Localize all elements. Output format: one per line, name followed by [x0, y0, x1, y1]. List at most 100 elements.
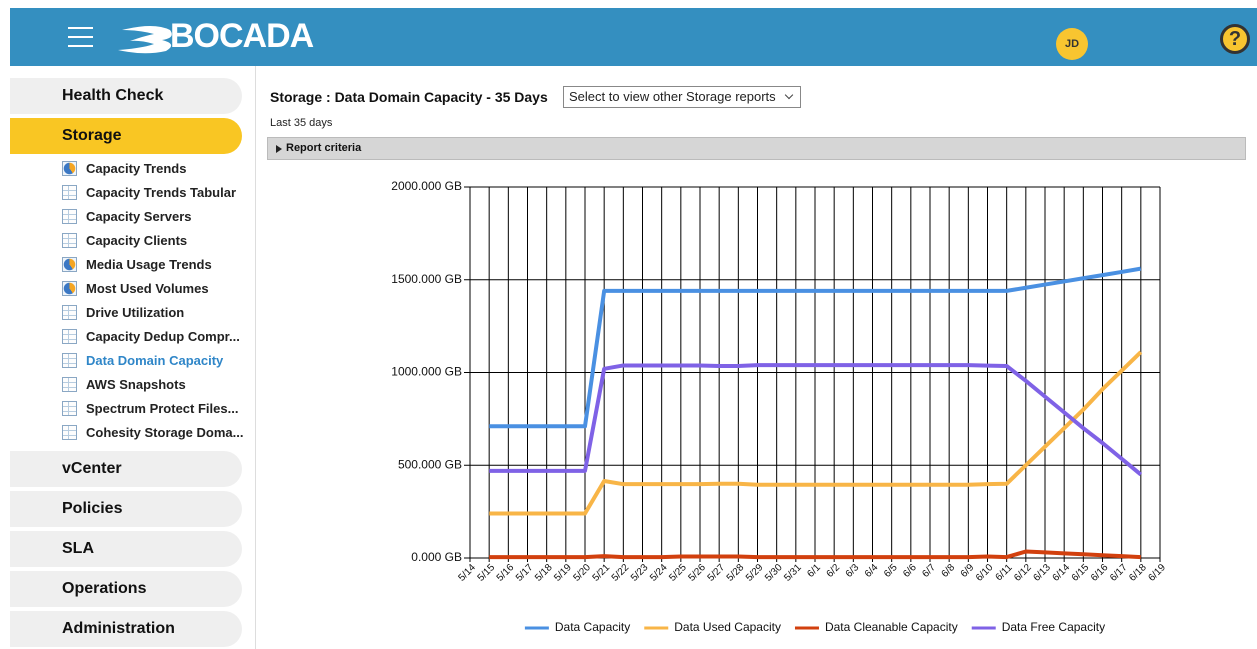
- nav-icon: [62, 185, 77, 200]
- nav-section[interactable]: Policies: [10, 491, 242, 527]
- x-tick-label: 5/25: [667, 562, 689, 584]
- x-tick-label: 5/23: [629, 562, 651, 584]
- x-tick-label: 5/17: [514, 562, 536, 584]
- nav-item[interactable]: Capacity Trends: [62, 157, 186, 181]
- nav-item-label: Capacity Trends Tabular: [86, 185, 237, 200]
- y-tick-label: 1500.000 GB: [391, 272, 462, 286]
- nav-section[interactable]: Health Check: [10, 78, 242, 114]
- x-tick-label: 5/19: [552, 562, 574, 584]
- x-tick-label: 5/27: [706, 562, 728, 584]
- nav-item[interactable]: Data Domain Capacity: [62, 349, 223, 373]
- nav-icon: [62, 209, 77, 224]
- x-tick-label: 6/5: [882, 562, 900, 580]
- nav-icon: [62, 401, 77, 416]
- x-tick-label: 5/28: [725, 562, 747, 584]
- x-tick-label: 5/20: [571, 562, 593, 584]
- x-tick-label: 6/13: [1031, 562, 1053, 584]
- y-tick-label: 500.000 GB: [398, 457, 462, 471]
- user-avatar[interactable]: JD: [1056, 28, 1088, 60]
- sidebar: Health Check Storage Capacity Trends Capaci…: [10, 66, 256, 649]
- x-tick-label: 6/16: [1089, 562, 1111, 584]
- nav-section[interactable]: Storage: [10, 118, 242, 154]
- x-tick-label: 5/30: [763, 562, 785, 584]
- legend-label: Data Capacity: [555, 620, 630, 634]
- nav-item-label: Media Usage Trends: [86, 257, 212, 272]
- nav-icon: [62, 305, 77, 320]
- nav-item[interactable]: Capacity Trends Tabular: [62, 181, 236, 205]
- logo: BOCADA: [170, 17, 314, 55]
- x-tick-label: 6/3: [844, 562, 862, 580]
- nav-item-label: Capacity Servers: [86, 209, 192, 224]
- nav-item-label: Drive Utilization: [86, 305, 185, 320]
- nav-icon: [62, 161, 77, 176]
- nav-item-label: Data Domain Capacity: [86, 353, 224, 368]
- nav-icon: [62, 257, 77, 272]
- logo-mark: [118, 26, 172, 54]
- x-tick-label: 5/16: [495, 562, 517, 584]
- menu-button[interactable]: [68, 27, 93, 47]
- y-tick-label: 1000.000 GB: [391, 365, 462, 379]
- x-tick-label: 6/17: [1108, 562, 1130, 584]
- x-tick-label: 5/18: [533, 562, 555, 584]
- x-tick-label: 5/22: [610, 562, 632, 584]
- x-tick-label: 5/29: [744, 562, 766, 584]
- nav-section[interactable]: Operations: [10, 571, 242, 607]
- nav-icon: [62, 233, 77, 248]
- nav-item-label: Capacity Clients: [86, 233, 188, 248]
- nav-icon: [62, 353, 77, 368]
- y-tick-label: 0.000 GB: [411, 550, 462, 564]
- y-tick-label: 2000.000 GB: [391, 179, 462, 193]
- x-tick-label: 6/11: [994, 562, 1015, 583]
- series-line: [489, 363, 1143, 477]
- nav-item[interactable]: Capacity Dedup Compr...: [62, 325, 240, 349]
- nav-item[interactable]: Drive Utilization: [62, 301, 184, 325]
- nav-item-label: Most Used Volumes: [86, 281, 209, 296]
- series-line: [489, 549, 1141, 560]
- nav-item[interactable]: Media Usage Trends: [62, 253, 212, 277]
- nav-item[interactable]: Cohesity Storage Doma...: [62, 421, 243, 445]
- x-tick-label: 5/24: [648, 562, 670, 584]
- nav-section[interactable]: vCenter: [10, 451, 242, 487]
- legend-label: Data Cleanable Capacity: [825, 620, 958, 634]
- x-tick-label: 5/14: [456, 562, 478, 584]
- nav-section[interactable]: SLA: [10, 531, 242, 567]
- x-tick-label: 6/19: [1146, 562, 1168, 584]
- nav-item-label: AWS Snapshots: [86, 377, 186, 392]
- report-criteria[interactable]: Report criteria: [267, 137, 1246, 160]
- series-line: [489, 350, 1143, 516]
- nav-section[interactable]: Administration: [10, 611, 242, 647]
- x-tick-label: 6/14: [1051, 562, 1073, 584]
- nav-item[interactable]: Capacity Clients: [62, 229, 187, 253]
- x-tick-label: 5/26: [686, 562, 708, 584]
- x-tick-label: 6/6: [901, 562, 919, 580]
- nav-item-label: Spectrum Protect Files...: [86, 401, 239, 416]
- nav-icon: [62, 425, 77, 440]
- nav-item-label: Capacity Dedup Compr...: [86, 329, 240, 344]
- x-tick-label: 6/10: [974, 562, 996, 584]
- report-dropdown[interactable]: Select to view other Storage reports: [563, 86, 801, 108]
- nav-item-label: Capacity Trends: [86, 161, 187, 176]
- nav-icon: [62, 281, 77, 296]
- legend-label: Data Used Capacity: [674, 620, 781, 634]
- x-tick-label: 6/7: [920, 562, 938, 580]
- nav-icon: [62, 329, 77, 344]
- nav-item[interactable]: Capacity Servers: [62, 205, 192, 229]
- x-tick-label: 6/1: [805, 562, 823, 580]
- nav-icon: [62, 377, 77, 392]
- nav-item[interactable]: Most Used Volumes: [62, 277, 209, 301]
- nav-item-label: Cohesity Storage Doma...: [86, 425, 244, 440]
- x-tick-label: 6/12: [1012, 562, 1034, 584]
- header: [10, 8, 1257, 66]
- x-tick-label: 5/21: [591, 562, 613, 584]
- x-tick-label: 6/18: [1127, 562, 1149, 584]
- x-tick-label: 5/15: [476, 562, 498, 584]
- report-title: Storage : Data Domain Capacity - 35 Days: [270, 89, 548, 105]
- nav-item[interactable]: Spectrum Protect Files...: [62, 397, 238, 421]
- legend-label: Data Free Capacity: [1002, 620, 1105, 634]
- chart: 5/145/155/165/175/185/195/205/215/225/23…: [391, 179, 1168, 634]
- x-tick-label: 6/8: [940, 562, 958, 580]
- help-button[interactable]: ?: [1220, 24, 1250, 54]
- nav-item[interactable]: AWS Snapshots: [62, 373, 186, 397]
- x-tick-label: 6/15: [1070, 562, 1092, 584]
